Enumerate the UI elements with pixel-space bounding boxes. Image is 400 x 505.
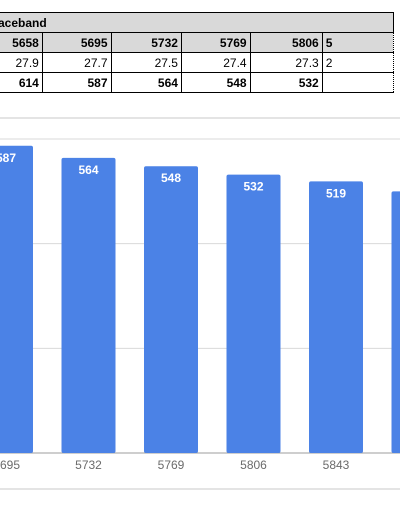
table-cell[interactable]: 614 <box>0 72 43 93</box>
bar[interactable] <box>0 145 33 453</box>
table-title: aceband <box>0 12 394 33</box>
table-cell[interactable]: 587 <box>41 72 112 93</box>
bar[interactable] <box>61 157 116 453</box>
data-table: aceband 5658 5695 5732 5769 5806 5 27.9 … <box>0 12 395 93</box>
x-tick-label: 5806 <box>240 458 267 472</box>
data-label: 548 <box>161 171 181 185</box>
bar[interactable] <box>309 181 363 453</box>
header-cell[interactable]: 5732 <box>110 32 182 53</box>
header-cell[interactable]: 5769 <box>180 32 251 53</box>
table-cell[interactable]: 564 <box>110 72 182 93</box>
data-label: 532 <box>243 180 263 194</box>
x-tick-label: 5769 <box>158 458 185 472</box>
header-cell[interactable]: 5658 <box>0 32 43 53</box>
bar[interactable] <box>391 191 400 453</box>
table-cell[interactable]: 27.4 <box>180 52 251 73</box>
header-cell[interactable]: 5695 <box>41 32 112 53</box>
table-cell[interactable] <box>321 72 395 93</box>
table-cell[interactable]: 548 <box>180 72 251 93</box>
x-tick-label: 5732 <box>75 458 102 472</box>
bar[interactable] <box>144 166 198 454</box>
table-cell[interactable]: 27.9 <box>0 52 43 73</box>
header-cell[interactable]: 5 <box>321 32 395 53</box>
data-label: 587 <box>0 151 16 165</box>
data-label: 564 <box>78 163 98 177</box>
data-label: 519 <box>326 186 346 200</box>
x-tick-label: 695 <box>0 458 20 472</box>
x-tick-label: 5843 <box>323 458 350 472</box>
bar[interactable] <box>226 174 281 453</box>
